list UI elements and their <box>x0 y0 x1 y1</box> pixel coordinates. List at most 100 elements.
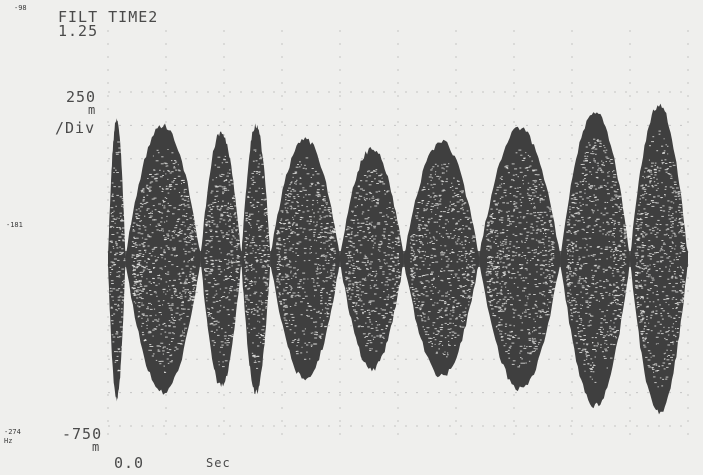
waveform-speckle <box>607 193 610 195</box>
waveform-speckle <box>495 306 498 308</box>
waveform-speckle <box>495 281 499 283</box>
waveform-speckle <box>445 181 448 183</box>
waveform-speckle <box>423 313 426 315</box>
waveform-speckle <box>385 303 389 305</box>
waveform-speckle <box>597 140 599 142</box>
waveform-speckle <box>277 231 279 233</box>
waveform-speckle <box>285 194 287 195</box>
waveform-speckle <box>329 297 331 299</box>
waveform-speckle <box>261 302 264 304</box>
waveform-speckle <box>662 310 665 312</box>
waveform-speckle <box>613 222 616 224</box>
waveform-speckle <box>216 205 220 207</box>
waveform-speckle <box>160 328 164 330</box>
waveform-speckle <box>180 230 183 232</box>
waveform-speckle <box>525 237 528 239</box>
waveform-speckle <box>228 225 231 227</box>
waveform-speckle <box>230 242 232 244</box>
waveform-speckle <box>311 209 313 211</box>
waveform-speckle <box>113 313 116 315</box>
waveform-speckle <box>459 256 461 258</box>
waveform-speckle <box>391 314 394 316</box>
waveform-speckle <box>262 265 265 267</box>
waveform-speckle <box>421 250 425 252</box>
waveform-speckle <box>507 334 510 336</box>
waveform-speckle <box>301 288 305 290</box>
waveform-speckle <box>612 313 615 315</box>
waveform-speckle <box>602 337 605 338</box>
waveform-speckle <box>656 290 658 292</box>
waveform-speckle <box>392 269 395 271</box>
waveform-speckle <box>471 276 473 278</box>
waveform-speckle <box>672 187 675 189</box>
waveform-speckle <box>442 211 446 213</box>
waveform-speckle <box>605 161 607 162</box>
waveform-speckle <box>518 222 522 224</box>
waveform-speckle <box>161 212 164 214</box>
waveform-speckle <box>421 301 425 303</box>
waveform-speckle <box>520 216 522 218</box>
waveform-speckle <box>417 202 421 203</box>
waveform-trace <box>108 103 688 415</box>
waveform-speckle <box>605 322 608 324</box>
waveform-speckle <box>286 313 289 315</box>
waveform-speckle <box>248 223 251 225</box>
waveform-speckle <box>295 325 297 327</box>
waveform-speckle <box>251 352 254 354</box>
waveform-speckle <box>256 355 260 357</box>
waveform-speckle <box>223 306 225 308</box>
waveform-speckle <box>534 312 538 314</box>
waveform-speckle <box>293 273 297 275</box>
waveform-speckle <box>113 167 116 169</box>
waveform-speckle <box>415 290 419 292</box>
waveform-speckle <box>422 312 424 314</box>
waveform-speckle <box>411 283 413 285</box>
waveform-speckle <box>246 314 249 316</box>
waveform-speckle <box>422 264 425 266</box>
waveform-speckle <box>250 202 252 204</box>
waveform-speckle <box>442 227 445 229</box>
waveform-speckle <box>410 236 413 238</box>
waveform-speckle <box>367 260 369 262</box>
waveform-speckle <box>163 291 165 293</box>
waveform-speckle <box>180 317 182 319</box>
waveform-speckle <box>149 345 152 347</box>
waveform-speckle <box>351 283 355 285</box>
waveform-speckle <box>180 224 184 226</box>
waveform-speckle <box>539 311 542 313</box>
waveform-speckle <box>359 288 361 290</box>
waveform-speckle <box>513 208 516 210</box>
waveform-speckle <box>643 312 645 314</box>
waveform-speckle <box>366 257 369 259</box>
waveform-speckle <box>529 156 531 158</box>
waveform-speckle <box>187 251 191 253</box>
waveform-speckle <box>215 177 218 179</box>
waveform-speckle <box>300 352 303 354</box>
waveform-speckle <box>361 261 364 263</box>
waveform-speckle <box>567 267 569 269</box>
waveform-speckle <box>551 247 554 249</box>
waveform-speckle <box>258 253 262 254</box>
waveform-speckle <box>309 252 311 254</box>
waveform-speckle <box>397 263 400 264</box>
waveform-speckle <box>265 221 267 223</box>
waveform-speckle <box>169 239 172 241</box>
waveform-speckle <box>231 336 233 338</box>
waveform-speckle <box>188 291 189 293</box>
waveform-speckle <box>587 292 589 294</box>
waveform-speckle <box>585 169 588 171</box>
waveform-speckle <box>290 270 292 272</box>
waveform-speckle <box>507 290 509 291</box>
waveform-speckle <box>157 349 160 351</box>
waveform-speckle <box>357 222 360 224</box>
waveform-speckle <box>604 208 606 210</box>
waveform-speckle <box>395 244 398 245</box>
waveform-speckle <box>423 208 426 210</box>
waveform-speckle <box>586 244 588 246</box>
waveform-speckle <box>602 297 604 299</box>
waveform-speckle <box>514 334 517 336</box>
waveform-speckle <box>451 337 453 339</box>
waveform-speckle <box>524 228 527 229</box>
waveform-speckle <box>412 234 416 235</box>
waveform-speckle <box>586 226 589 228</box>
